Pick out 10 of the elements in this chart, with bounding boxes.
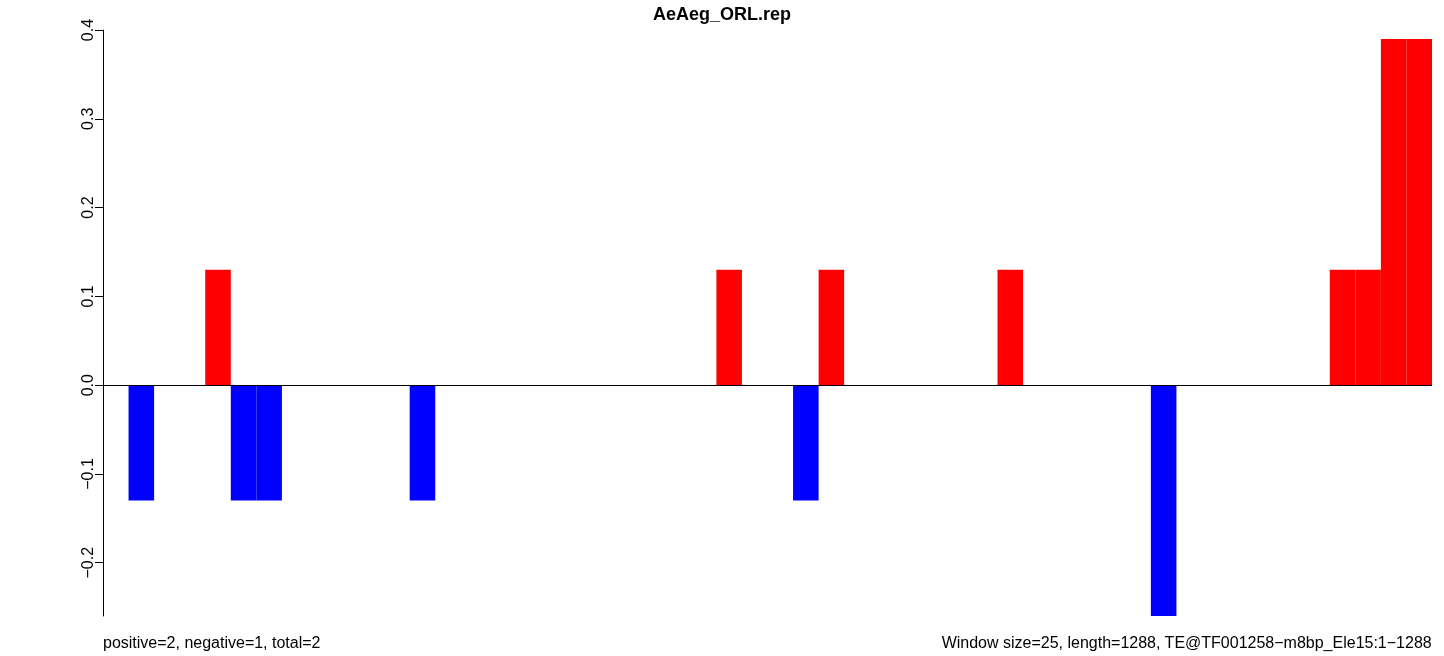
y-tick-label: 0.1 bbox=[78, 285, 96, 308]
y-tick-label: −0.1 bbox=[78, 458, 96, 490]
y-tick-label: 0.4 bbox=[78, 18, 96, 42]
chart-title: AeAeg_ORL.rep bbox=[652, 4, 792, 24]
y-tick-label: 0.0 bbox=[78, 373, 96, 397]
text: Window size=25, length=1288, TE@TF001258−m8bp_Ele15:1−1288 bbox=[941, 633, 1432, 652]
y-tick-label: 0.3 bbox=[78, 107, 96, 130]
text: positive=2, negative=1, total=2 bbox=[103, 633, 321, 651]
y-tick-label: 0.2 bbox=[78, 196, 96, 219]
y-tick-label: −0.2 bbox=[78, 546, 96, 579]
